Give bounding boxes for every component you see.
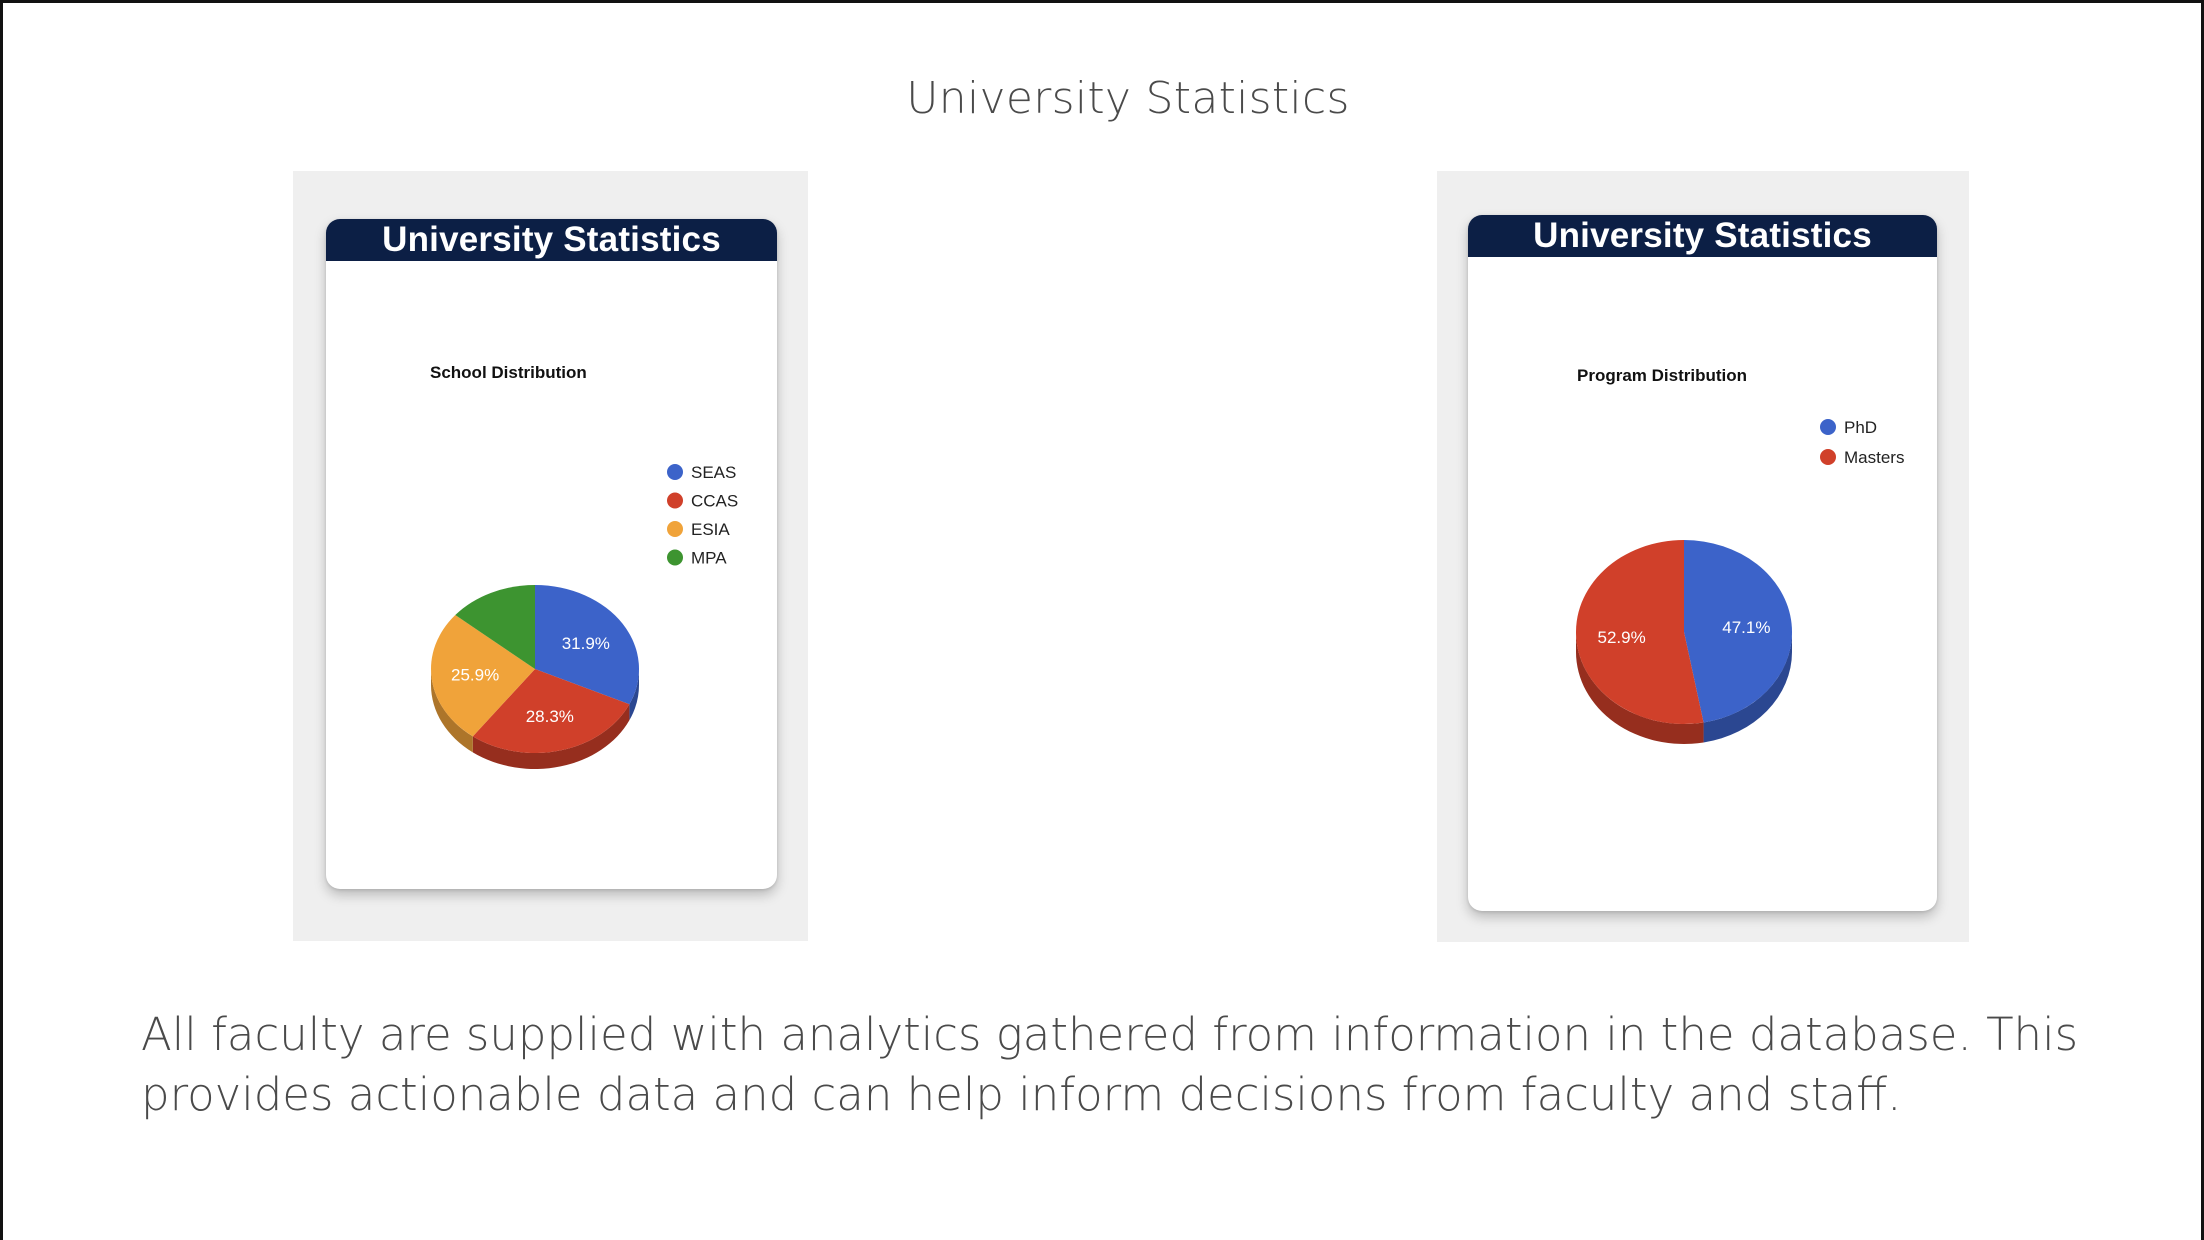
slide-caption: All faculty are supplied with analytics … xyxy=(141,1008,2079,1121)
legend-label-mpa: MPA xyxy=(691,549,727,568)
pie-slice-masters xyxy=(1576,540,1704,724)
card-header-program: University Statistics xyxy=(1468,215,1937,257)
legend-marker-mpa xyxy=(667,549,683,566)
slice-value-esia: 25.9% xyxy=(451,666,499,685)
slice-value-seas: 31.9% xyxy=(562,634,610,653)
school-distribution-chart: School Distribution SEAS CCAS ESIA MPA 31.9% 2… xyxy=(430,363,738,769)
legend-marker-esia xyxy=(667,521,683,537)
program-distribution-chart: Program Distribution PhD Masters 47.1% 52.9% xyxy=(1576,366,1904,744)
slice-value-ccas: 28.3% xyxy=(526,707,574,726)
stats-card-program: University Statistics Program Distributi… xyxy=(1468,215,1937,911)
legend-marker-phd xyxy=(1820,419,1836,435)
pie-sides xyxy=(431,669,639,769)
legend-marker-masters xyxy=(1820,449,1836,465)
pie-slice-ccas xyxy=(472,669,630,753)
pie-side-esia xyxy=(431,669,473,753)
slice-value-masters: 52.9% xyxy=(1598,628,1646,647)
chart-title: Program Distribution xyxy=(1577,366,1747,385)
stats-card-school: University Statistics School Distributio… xyxy=(326,219,777,889)
pie-sides xyxy=(1576,632,1792,744)
slide-title: University Statistics xyxy=(906,73,1350,124)
legend-marker-ccas xyxy=(667,492,683,509)
pie-side-phd xyxy=(1703,632,1792,743)
chart-title: School Distribution xyxy=(430,363,587,382)
legend-label-ccas: CCAS xyxy=(691,492,738,511)
dashboard-screenshot-school: University Statistics School Distributio… xyxy=(293,171,808,941)
slice-value-phd: 47.1% xyxy=(1722,618,1770,637)
dashboard-screenshot-program: University Statistics Program Distributi… xyxy=(1437,171,1969,942)
pie-slice-phd xyxy=(1684,540,1793,723)
card-header-school: University Statistics xyxy=(326,219,777,261)
pie-side-seas xyxy=(629,669,639,721)
legend-label-esia: ESIA xyxy=(691,520,730,539)
legend-label-phd: PhD xyxy=(1844,418,1877,437)
pie-side-masters xyxy=(1576,632,1704,744)
pie-side-ccas xyxy=(472,704,630,769)
pie-slice-esia xyxy=(431,615,535,737)
legend-label-seas: SEAS xyxy=(691,463,736,482)
pie-slice-mpa xyxy=(455,585,535,669)
pie-slice-seas xyxy=(535,585,639,705)
legend-marker-seas xyxy=(667,464,683,480)
legend-label-masters: Masters xyxy=(1844,448,1904,467)
